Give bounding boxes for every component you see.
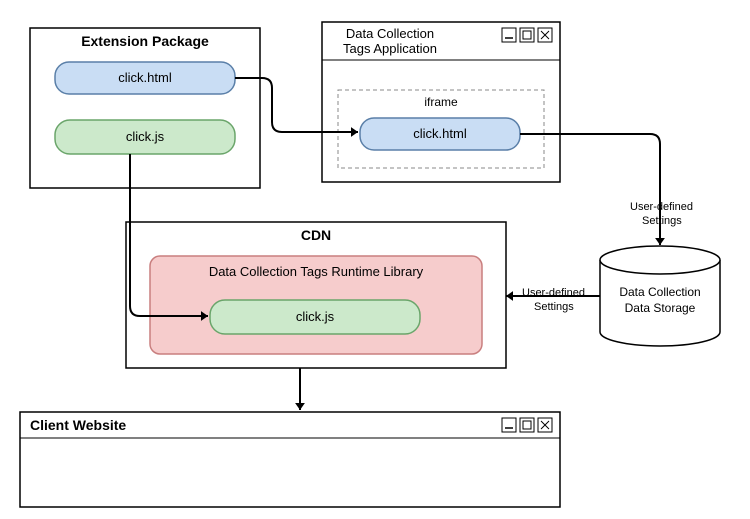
ext-click-js-pill: click.js [55, 120, 235, 154]
ext-click-html-pill-label: click.html [118, 70, 172, 85]
data-storage-cylinder: Data Collection Data Storage [600, 246, 720, 346]
storage-title-2: Data Storage [625, 301, 696, 315]
runtime-click-js-pill: click.js [210, 300, 420, 334]
tags-app-title-1: Data Collection [346, 26, 434, 41]
user-settings-label-2b: Settings [534, 301, 574, 313]
client-website-title: Client Website [30, 417, 126, 433]
user-settings-label-1b: Settings [642, 215, 682, 227]
cdn-title: CDN [301, 227, 331, 243]
iframe-click-html-pill: click.html [360, 118, 520, 150]
user-settings-label-2a: User-defined [522, 287, 585, 299]
tags-app-title-2: Tags Application [343, 41, 437, 56]
extension-package-title: Extension Package [81, 33, 209, 49]
client-website-window: Client Website [20, 412, 560, 507]
iframe-title: iframe [424, 95, 458, 109]
storage-title-1: Data Collection [619, 285, 700, 299]
user-settings-label-1a: User-defined [630, 201, 693, 213]
runtime-library-title: Data Collection Tags Runtime Library [209, 264, 424, 279]
ext-click-html-pill: click.html [55, 62, 235, 94]
runtime-click-js-pill-label: click.js [296, 309, 335, 324]
ext-click-js-pill-label: click.js [126, 129, 165, 144]
extension-package-box: Extension Package [30, 28, 260, 188]
iframe-click-html-pill-label: click.html [413, 126, 467, 141]
